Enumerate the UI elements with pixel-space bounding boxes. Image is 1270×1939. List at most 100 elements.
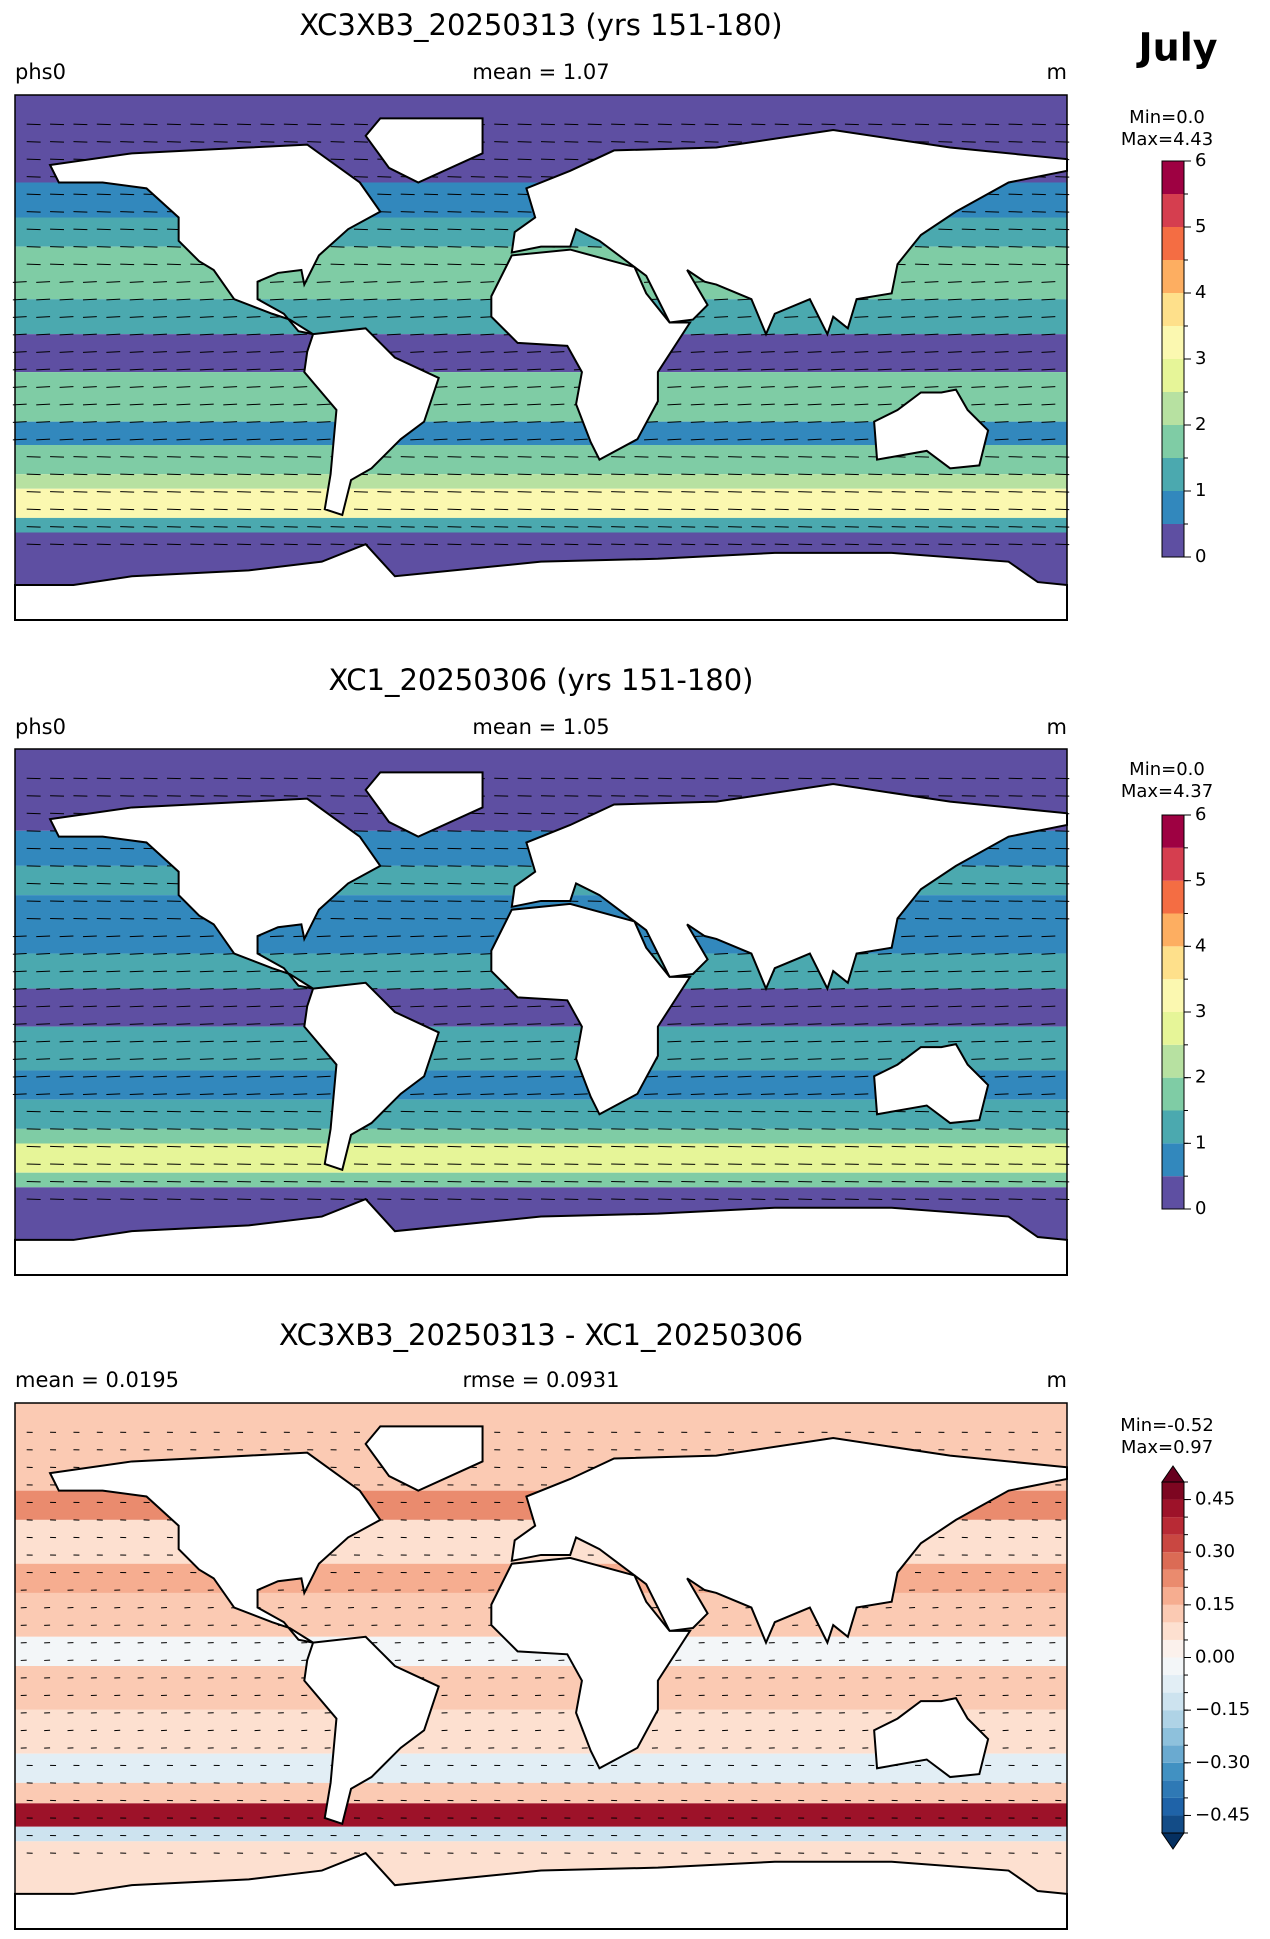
wind-arrow	[223, 351, 238, 353]
wind-arrow	[153, 1093, 167, 1095]
colorbar-bin	[1162, 1727, 1184, 1746]
wind-arrow	[1041, 351, 1056, 353]
wind-arrow	[457, 281, 471, 283]
wind-arrow	[760, 1023, 775, 1025]
colorbar-under	[1161, 1832, 1185, 1850]
wind-arrow	[550, 386, 565, 388]
colorbar-bin	[1162, 1517, 1184, 1535]
wind-arrow	[760, 333, 775, 336]
wind-arrow	[246, 333, 261, 336]
wind-arrow	[293, 1093, 308, 1095]
wind-arrow	[153, 368, 167, 371]
wind-arrow	[82, 1023, 97, 1025]
wind-arrow	[176, 386, 191, 388]
wind-arrow	[503, 438, 518, 441]
colorbar-bin	[1162, 1780, 1184, 1798]
wind-arrow	[269, 403, 284, 406]
wind-arrow	[784, 438, 799, 441]
wind-arrow	[994, 953, 1009, 955]
wind-arrow	[340, 298, 355, 301]
wind-arrow	[269, 1023, 284, 1025]
field-band	[15, 488, 1067, 518]
wind-arrow	[760, 368, 775, 371]
wind-arrow	[924, 988, 939, 990]
wind-arrow	[1041, 438, 1056, 441]
wind-arrow	[223, 316, 238, 318]
wind-arrow	[1018, 1005, 1032, 1008]
wind-arrow	[176, 1093, 191, 1095]
wind-arrow	[947, 351, 962, 353]
wind-arrow	[901, 1023, 916, 1025]
wind-arrow	[340, 970, 355, 973]
wind-arrow	[877, 333, 892, 336]
wind-arrow	[223, 333, 238, 336]
wind-arrow	[901, 1040, 916, 1043]
wind-arrow	[971, 368, 986, 371]
wind-arrow	[36, 1040, 51, 1043]
wind-arrow	[316, 1093, 331, 1095]
wind-arrow	[106, 281, 121, 283]
wind-arrow	[36, 438, 51, 441]
wind-arrow	[550, 403, 565, 406]
colorbar-bin	[1162, 161, 1184, 194]
wind-arrow	[106, 316, 121, 318]
wind-arrow	[854, 1058, 869, 1060]
wind-arrow	[410, 935, 425, 938]
wind-arrow	[153, 333, 167, 336]
wind-arrow	[433, 1005, 448, 1008]
wind-arrow	[807, 351, 822, 353]
wind-arrow	[714, 1005, 729, 1008]
wind-arrow	[246, 988, 261, 990]
wind-arrow	[82, 438, 97, 441]
wind-arrow	[690, 438, 705, 441]
wind-arrow	[714, 1093, 729, 1095]
wind-arrow	[947, 988, 962, 990]
wind-arrow	[386, 970, 401, 973]
wind-arrow	[807, 386, 822, 388]
wind-arrow	[176, 1058, 191, 1060]
wind-arrow	[527, 1005, 542, 1008]
wind-arrow	[433, 988, 448, 990]
wind-arrow	[199, 1005, 214, 1008]
wind-arrow	[714, 403, 729, 406]
wind-arrow	[480, 1075, 495, 1078]
wind-arrow	[1018, 1040, 1032, 1043]
wind-arrow	[994, 298, 1009, 301]
right-label: m	[1047, 1368, 1067, 1392]
wind-arrow	[527, 351, 542, 353]
wind-arrow	[480, 1058, 495, 1060]
wind-arrow	[59, 386, 74, 388]
wind-arrow	[831, 438, 845, 441]
wind-arrow	[690, 1023, 705, 1025]
land	[510, 1437, 1068, 1646]
wind-arrow	[994, 368, 1009, 371]
wind-arrow	[269, 935, 284, 938]
wind-arrow	[760, 1005, 775, 1008]
wind-arrow	[550, 438, 565, 441]
wind-arrow	[480, 351, 495, 353]
colorbar-tick-label: 0.45	[1195, 1489, 1235, 1510]
wind-arrow	[199, 953, 214, 955]
wind-arrow	[1041, 1023, 1056, 1025]
wind-arrow	[82, 988, 97, 990]
wind-arrow	[316, 1075, 331, 1078]
wind-arrow	[1041, 368, 1056, 371]
wind-arrow	[714, 1023, 729, 1025]
wind-arrow	[994, 1093, 1009, 1095]
wind-arrow	[1041, 333, 1056, 336]
wind-arrow	[129, 281, 144, 283]
wind-arrow	[784, 403, 799, 406]
wind-arrow	[503, 368, 518, 371]
wind-arrow	[316, 281, 331, 283]
wind-arrow	[386, 953, 401, 955]
wind-arrow	[527, 1058, 542, 1060]
wind-arrow	[176, 281, 191, 283]
wind-arrow	[293, 386, 308, 388]
wind-arrow	[433, 351, 448, 353]
wind-arrow	[877, 298, 892, 301]
wind-arrow	[176, 351, 191, 353]
wind-arrow	[386, 316, 401, 318]
wind-arrow	[433, 368, 448, 371]
wind-arrow	[246, 421, 261, 423]
wind-arrow	[854, 316, 869, 318]
